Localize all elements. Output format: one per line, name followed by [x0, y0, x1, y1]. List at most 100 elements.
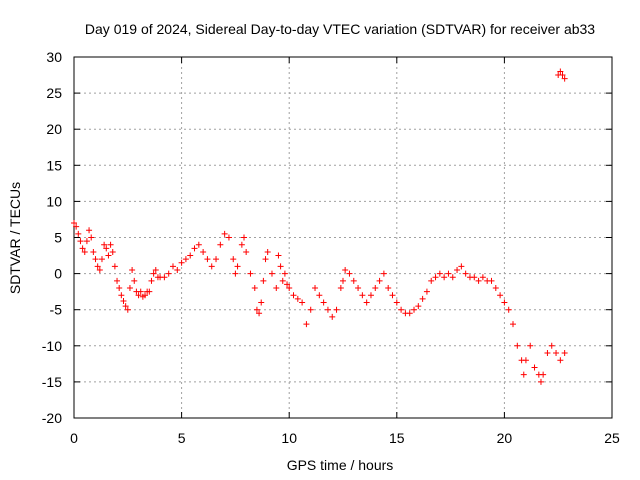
data-point [174, 266, 181, 273]
data-point [548, 342, 555, 349]
data-point [182, 256, 189, 263]
data-point [208, 263, 215, 270]
data-point [303, 321, 310, 328]
data-point [441, 274, 448, 281]
axis-ticks: 0 5 10 15 20 25 -20 -15 -10 -5 0 5 10 15 20 25 30 [42, 49, 620, 446]
grid-lines [74, 57, 612, 418]
data-point [122, 303, 129, 310]
data-point [234, 263, 241, 270]
data-point [195, 241, 202, 248]
chart-title: Day 019 of 2024, Sidereal Day-to-day VTE… [85, 21, 595, 37]
data-point [363, 299, 370, 306]
data-point [557, 68, 564, 75]
data-point [501, 299, 508, 306]
data-point [294, 295, 301, 302]
data-point [120, 298, 127, 305]
y-tick-label: -10 [42, 338, 62, 354]
data-point [256, 310, 263, 317]
data-point [428, 277, 435, 284]
data-point [94, 263, 101, 270]
data-point [75, 230, 82, 237]
data-point [217, 241, 224, 248]
data-point [340, 277, 346, 284]
data-point [316, 292, 323, 299]
data-point [475, 277, 482, 284]
data-point [107, 241, 114, 248]
data-point [312, 285, 319, 292]
data-point [124, 306, 131, 313]
data-point [281, 270, 288, 277]
data-point [522, 357, 529, 364]
data-point [540, 371, 547, 378]
data-point [241, 234, 248, 241]
data-point [432, 274, 439, 281]
data-point [247, 270, 254, 277]
x-tick-label: 10 [281, 430, 297, 446]
data-point [83, 238, 90, 245]
y-tick-label: 25 [46, 85, 62, 101]
data-point [101, 241, 108, 248]
x-tick-label: 0 [70, 430, 78, 446]
data-point [531, 364, 538, 371]
data-point [557, 357, 564, 364]
data-point [243, 248, 250, 255]
data-point [355, 285, 362, 292]
data-point [169, 263, 176, 270]
y-tick-label: -20 [42, 410, 62, 426]
data-point [126, 285, 133, 292]
data-point [380, 270, 387, 277]
y-tick-label: 10 [46, 193, 62, 209]
data-point [131, 277, 138, 284]
data-point [221, 230, 228, 237]
data-point [142, 292, 149, 299]
data-point [92, 256, 99, 263]
x-tick-label: 25 [604, 430, 620, 446]
data-point [342, 266, 349, 273]
y-axis-label: SDTVAR / TECUs [7, 182, 23, 294]
data-point [71, 220, 77, 227]
data-point [262, 256, 269, 263]
data-point [561, 350, 568, 357]
data-point [320, 299, 327, 306]
data-point [152, 266, 159, 273]
data-point [510, 321, 517, 328]
data-point [406, 310, 413, 317]
data-point [251, 285, 258, 292]
data-point [389, 292, 396, 299]
data-point [114, 277, 121, 284]
data-point [268, 270, 275, 277]
data-point [103, 245, 110, 252]
data-point [81, 248, 88, 255]
data-point [307, 306, 314, 313]
data-point [200, 248, 207, 255]
data-point [299, 299, 306, 306]
data-point [505, 306, 512, 313]
data-point [279, 277, 286, 284]
data-point [116, 285, 123, 292]
data-point [253, 306, 260, 313]
data-point [137, 288, 144, 295]
data-point [359, 292, 366, 299]
y-tick-label: -5 [50, 302, 63, 318]
data-point [458, 263, 465, 270]
data-point [98, 256, 105, 263]
y-tick-label: -15 [42, 374, 62, 390]
data-point [238, 241, 245, 248]
data-point [346, 270, 353, 277]
data-point [191, 245, 198, 252]
data-point [337, 285, 344, 292]
data-point [561, 75, 568, 82]
x-axis-label: GPS time / hours [287, 457, 394, 473]
data-point [79, 245, 86, 252]
data-point [165, 270, 172, 277]
data-point [96, 266, 103, 273]
data-point [258, 299, 265, 306]
x-tick-label: 20 [497, 430, 513, 446]
data-point [462, 270, 469, 277]
data-point [479, 274, 486, 281]
data-point [445, 270, 452, 277]
data-point [135, 292, 142, 299]
data-point [290, 292, 297, 299]
data-point [148, 277, 155, 284]
